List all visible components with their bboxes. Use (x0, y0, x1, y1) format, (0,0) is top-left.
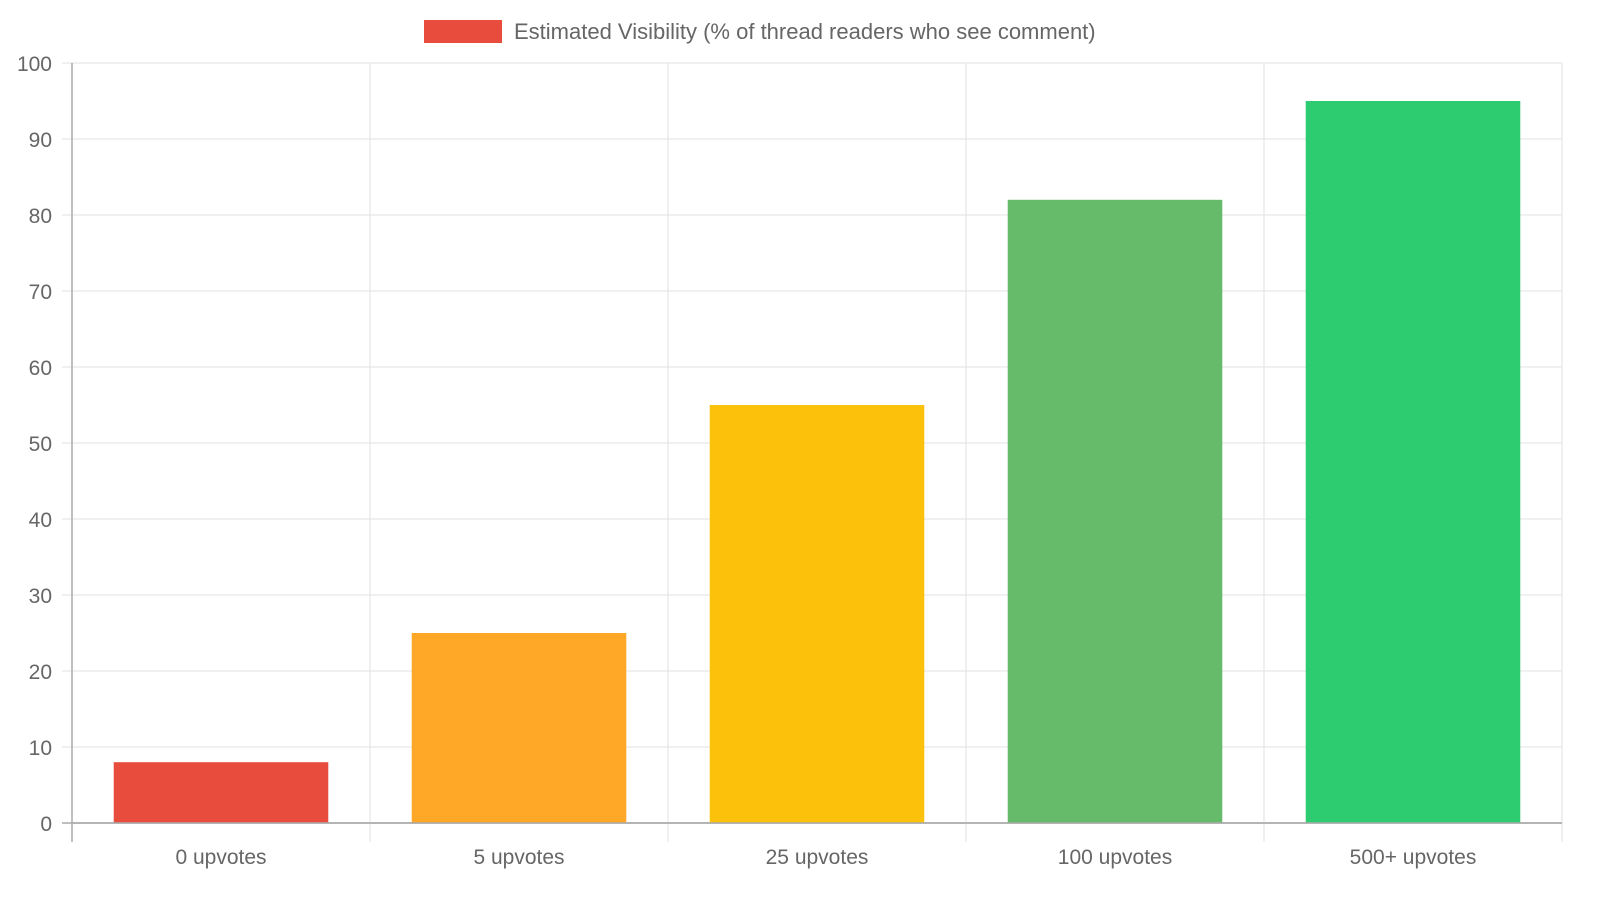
x-tick-label: 0 upvotes (175, 846, 266, 869)
legend-label: Estimated Visibility (% of thread reader… (514, 19, 1096, 44)
bar-0-upvotes (113, 762, 329, 823)
y-tick-label: 70 (29, 281, 52, 304)
y-tick-label: 40 (29, 509, 52, 532)
x-tick-label: 100 upvotes (1058, 846, 1172, 869)
bar-500-upvotes (1305, 101, 1521, 823)
y-tick-label: 100 (17, 53, 52, 76)
y-tick-label: 30 (29, 585, 52, 608)
bars (113, 101, 1521, 824)
y-tick-label: 50 (29, 433, 52, 456)
bar-25-upvotes (709, 405, 925, 823)
axes: 0 10 20 30 40 50 60 70 80 90 100 0 upvotes 5 upvotes… (17, 53, 1562, 869)
bar-5-upvotes (411, 633, 627, 823)
y-tick-label: 20 (29, 661, 52, 684)
y-tick-label: 80 (29, 205, 52, 228)
y-tick-label: 0 (40, 813, 52, 836)
bar-100-upvotes (1007, 199, 1223, 824)
x-tick-label: 25 upvotes (766, 846, 869, 869)
x-tick-label: 500+ upvotes (1350, 846, 1477, 869)
y-tick-label: 60 (29, 357, 52, 380)
y-tick-label: 10 (29, 737, 52, 760)
y-tick-label: 90 (29, 129, 52, 152)
legend-swatch (424, 20, 502, 43)
legend[interactable]: Estimated Visibility (% of thread reader… (424, 19, 1096, 44)
x-tick-label: 5 upvotes (473, 846, 564, 869)
